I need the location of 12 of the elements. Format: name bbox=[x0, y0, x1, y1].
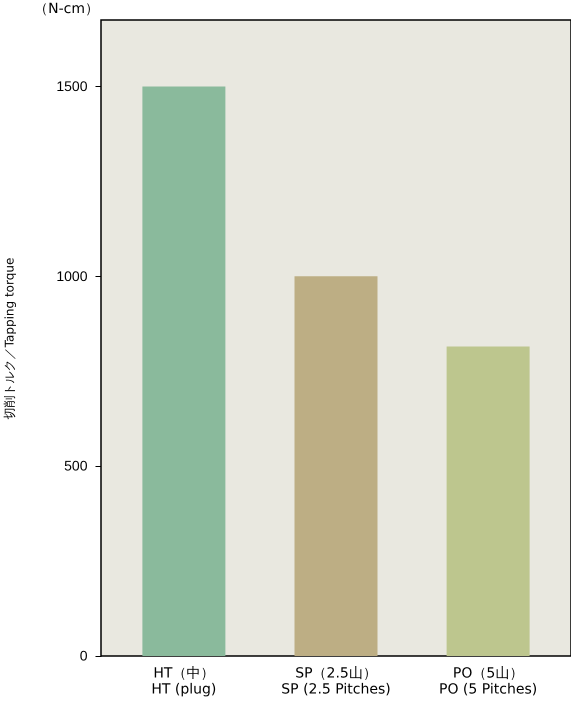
x-tick-label: PO（5山） PO (5 Pitches) bbox=[439, 666, 538, 698]
bar bbox=[294, 276, 378, 656]
y-tick-label: 1500 bbox=[56, 78, 88, 94]
x-tick-label: SP（2.5山） SP (2.5 Pitches) bbox=[281, 666, 391, 698]
y-tick-label: 1000 bbox=[56, 268, 88, 284]
bar bbox=[446, 346, 530, 656]
y-tick-label: 500 bbox=[64, 458, 88, 474]
y-axis-title: 切削トルク／Tapping torque bbox=[2, 258, 16, 420]
x-tick-label: HT（中） HT (plug) bbox=[151, 666, 216, 698]
bar bbox=[142, 86, 226, 656]
text: （N-cm） bbox=[34, 1, 99, 17]
y-tick-label: 0 bbox=[80, 648, 88, 664]
